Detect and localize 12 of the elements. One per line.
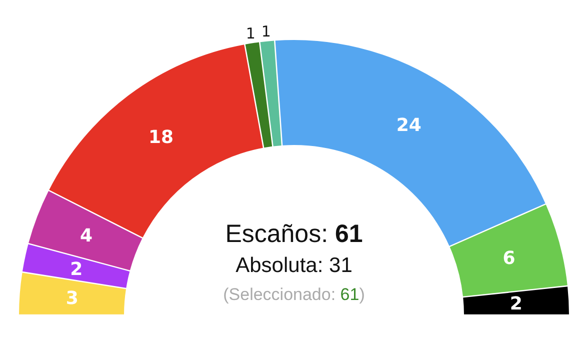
data-label: 24 xyxy=(396,114,422,136)
data-label: 4 xyxy=(80,226,93,247)
data-label: 1 xyxy=(261,22,271,41)
data-label: 2 xyxy=(510,294,522,315)
data-label: 6 xyxy=(502,248,516,269)
text: Absoluta: 31 xyxy=(236,254,352,277)
text: Escaños: 61 xyxy=(225,220,363,248)
text: (Seleccionado: 61) xyxy=(223,285,365,304)
data-label: 18 xyxy=(148,126,174,148)
data-label: 1 xyxy=(246,24,256,43)
data-label: 2 xyxy=(70,258,83,280)
data-label: 3 xyxy=(66,288,78,309)
